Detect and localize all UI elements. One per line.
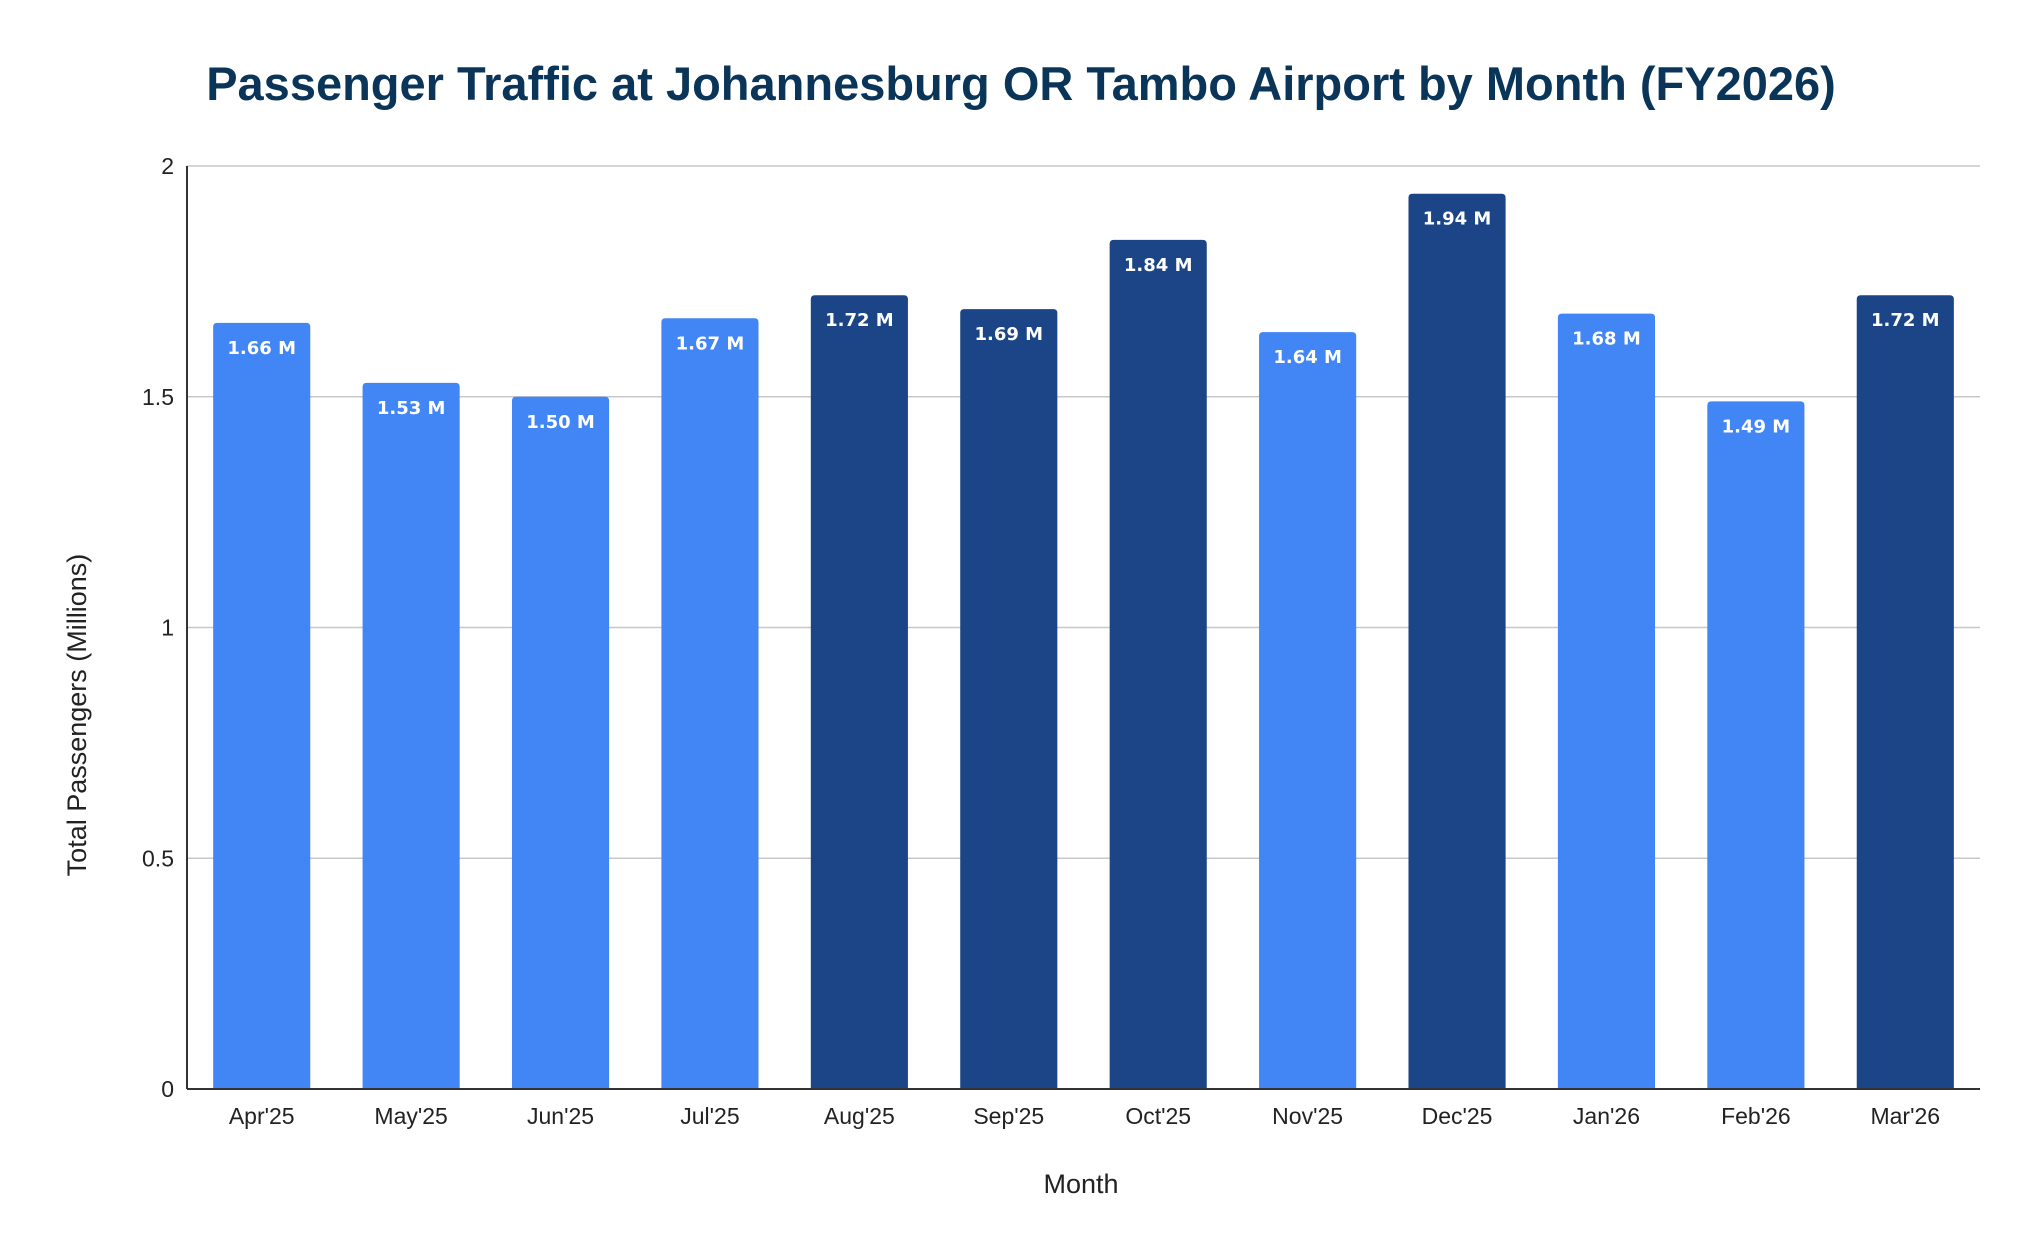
bar-Nov'25 — [1259, 332, 1357, 1089]
bar-Feb'26 — [1707, 401, 1805, 1089]
bar-value-label: 1.66 M — [227, 338, 296, 359]
bar-value-label: 1.67 M — [676, 333, 745, 354]
bar-Dec'25 — [1408, 193, 1506, 1089]
x-axis-title: Month — [1043, 1169, 1118, 1199]
x-tick-label: Jul'25 — [680, 1103, 739, 1129]
x-tick-label: Sep'25 — [973, 1103, 1044, 1129]
bar-value-label: 1.68 M — [1572, 329, 1641, 350]
x-tick-label: Apr'25 — [229, 1103, 295, 1129]
x-tick-label: Dec'25 — [1422, 1103, 1493, 1129]
bar-Jun'25 — [511, 396, 610, 1089]
bar-value-label: 1.72 M — [825, 310, 894, 331]
y-tick-label: 0 — [161, 1076, 174, 1102]
bar-value-label: 1.49 M — [1722, 416, 1791, 437]
y-tick-label: 1.5 — [142, 384, 174, 410]
bar-Sep'25 — [960, 309, 1058, 1089]
bar-Mar'26 — [1856, 295, 1954, 1090]
x-tick-label: Feb'26 — [1721, 1103, 1791, 1129]
bar-value-label: 1.72 M — [1871, 310, 1940, 331]
bar-value-label: 1.69 M — [974, 324, 1043, 345]
chart-title: Passenger Traffic at Johannesburg OR Tam… — [206, 57, 1836, 110]
x-tick-label: Jan'26 — [1573, 1103, 1640, 1129]
bar-May'25 — [362, 382, 460, 1089]
x-axis: Apr'25 May'25 Jun'25 Jul'25 Aug'25 Sep'25 Oct'… — [187, 1088, 1980, 1129]
bar-value-label: 1.53 M — [377, 398, 446, 419]
x-tick-label: Oct'25 — [1125, 1103, 1191, 1129]
bars: 1.66 M 1.53 M 1.50 M 1.67 M 1.72 M 1.69 M 1.84… — [213, 193, 1954, 1090]
y-tick-label: 1 — [161, 615, 174, 641]
bar-Jan'26 — [1557, 313, 1656, 1089]
bar-value-label: 1.64 M — [1273, 347, 1342, 368]
y-axis: 0 0.5 1 1.5 2 — [142, 153, 188, 1102]
x-tick-label: May'25 — [374, 1103, 447, 1129]
y-tick-label: 0.5 — [142, 845, 174, 871]
bar-Jul'25 — [661, 318, 759, 1089]
bar-value-label: 1.94 M — [1423, 209, 1492, 230]
x-tick-label: Jun'25 — [527, 1103, 594, 1129]
bar-value-label: 1.84 M — [1124, 255, 1193, 276]
bar-Apr'25 — [213, 322, 311, 1089]
x-tick-label: Aug'25 — [824, 1103, 895, 1129]
bar-value-label: 1.50 M — [526, 412, 595, 433]
bar-Aug'25 — [810, 295, 908, 1090]
bar-Oct'25 — [1109, 239, 1207, 1090]
y-axis-title: Total Passengers (Millions) — [62, 554, 92, 877]
x-tick-label: Nov'25 — [1272, 1103, 1343, 1129]
gridlines — [187, 165, 1980, 859]
y-tick-label: 2 — [161, 153, 174, 179]
x-tick-label: Mar'26 — [1870, 1103, 1940, 1129]
